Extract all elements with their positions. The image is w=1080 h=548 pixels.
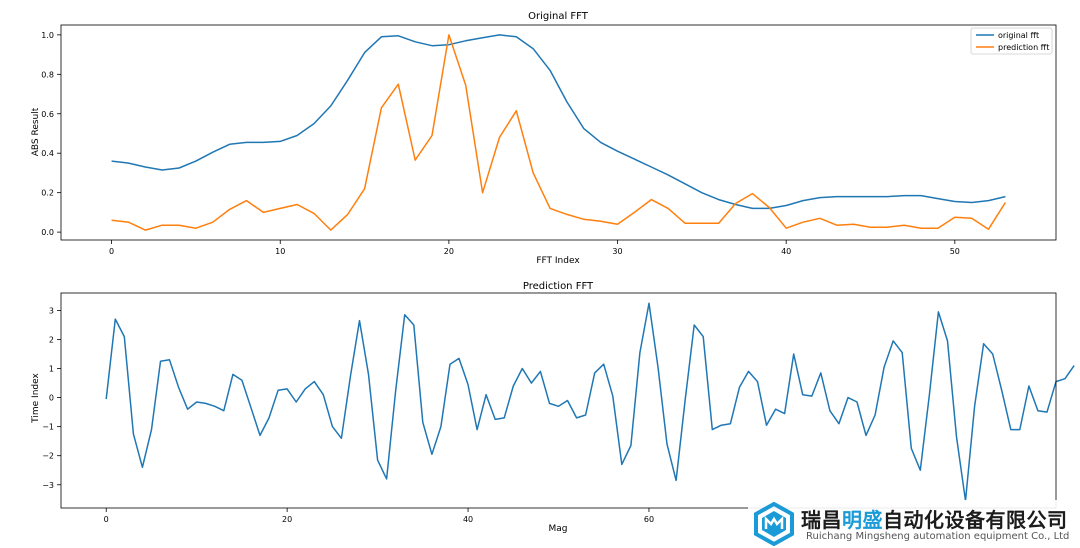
watermark-name-part3: 自动化设备有限公司 [883, 508, 1068, 532]
bottom-y-tick-label: 1 [49, 365, 54, 374]
top-series-group [111, 34, 1007, 231]
bottom-x-axis-label: Mag [549, 524, 568, 534]
bottom-y-axis-label: Time Index [31, 372, 41, 423]
hexagon-logo-icon [754, 502, 794, 546]
watermark-name-part1: 瑞昌 [801, 508, 842, 532]
bottom-y-tick-label: −1 [42, 423, 54, 432]
top-axis-ticks: 0 10 20 30 40 50 0.0 0.2 0.4 0.6 0.8 1.0 [41, 31, 960, 256]
top-y-tick-label: 0.0 [41, 228, 54, 237]
watermark-name-part2: 明盛 [842, 508, 883, 532]
watermark-company-name: 瑞昌明盛自动化设备有限公司 [801, 504, 1068, 533]
bottom-y-tick-label: −3 [42, 481, 54, 490]
bottom-x-tick-label: 40 [463, 515, 473, 524]
bottom-x-tick-label: 20 [282, 515, 292, 524]
bottom-y-tick-label: 2 [49, 335, 54, 344]
top-prediction-fft-line [111, 34, 1007, 231]
legend: original fft prediction fft [970, 27, 1053, 55]
bottom-series-group [105, 302, 1075, 502]
top-x-tick-label: 50 [950, 247, 960, 256]
bottom-x-tick-label: 0 [104, 515, 109, 524]
top-plot-frame [60, 24, 1057, 241]
top-subplot: Original FFT 0 10 20 30 40 50 0.0 0.2 0.4 0.6 0.8 1… [31, 11, 1057, 266]
bottom-axis-ticks: 0 20 40 60 −3 −2 −1 0 1 2 3 [42, 306, 654, 524]
top-chart-title: Original FFT [528, 11, 589, 22]
bottom-x-tick-label: 60 [644, 515, 654, 524]
bottom-y-tick-label: −2 [42, 452, 54, 461]
bottom-series-line [105, 302, 1075, 502]
legend-label-original: original fft [998, 31, 1039, 40]
top-x-tick-label: 30 [612, 247, 622, 256]
top-x-tick-label: 10 [275, 247, 285, 256]
bottom-y-tick-label: 3 [49, 306, 54, 315]
top-y-tick-label: 0.4 [41, 149, 54, 158]
bottom-subplot: Prediction FFT 0 20 40 60 −3 −2 −1 0 1 2 3 Mag Tim… [31, 281, 1075, 534]
top-x-tick-label: 20 [444, 247, 454, 256]
top-y-tick-label: 0.2 [41, 189, 54, 198]
top-y-tick-label: 1.0 [41, 31, 54, 40]
bottom-plot-frame [60, 292, 1057, 509]
watermark-company-subtitle: Ruichang Mingsheng automation equipment … [806, 531, 1070, 542]
top-original-fft-line [111, 34, 1006, 210]
watermark-backdrop [748, 500, 1080, 548]
top-x-axis-label: FFT Index [536, 256, 580, 266]
top-x-tick-label: 40 [781, 247, 791, 256]
top-y-axis-label: ABS Result [31, 107, 41, 156]
top-x-tick-label: 0 [109, 247, 114, 256]
top-y-tick-label: 0.8 [41, 70, 54, 79]
legend-label-prediction: prediction fft [998, 43, 1049, 52]
bottom-y-tick-label: 0 [49, 394, 54, 403]
bottom-chart-title: Prediction FFT [523, 281, 594, 292]
top-y-tick-label: 0.6 [41, 110, 54, 119]
